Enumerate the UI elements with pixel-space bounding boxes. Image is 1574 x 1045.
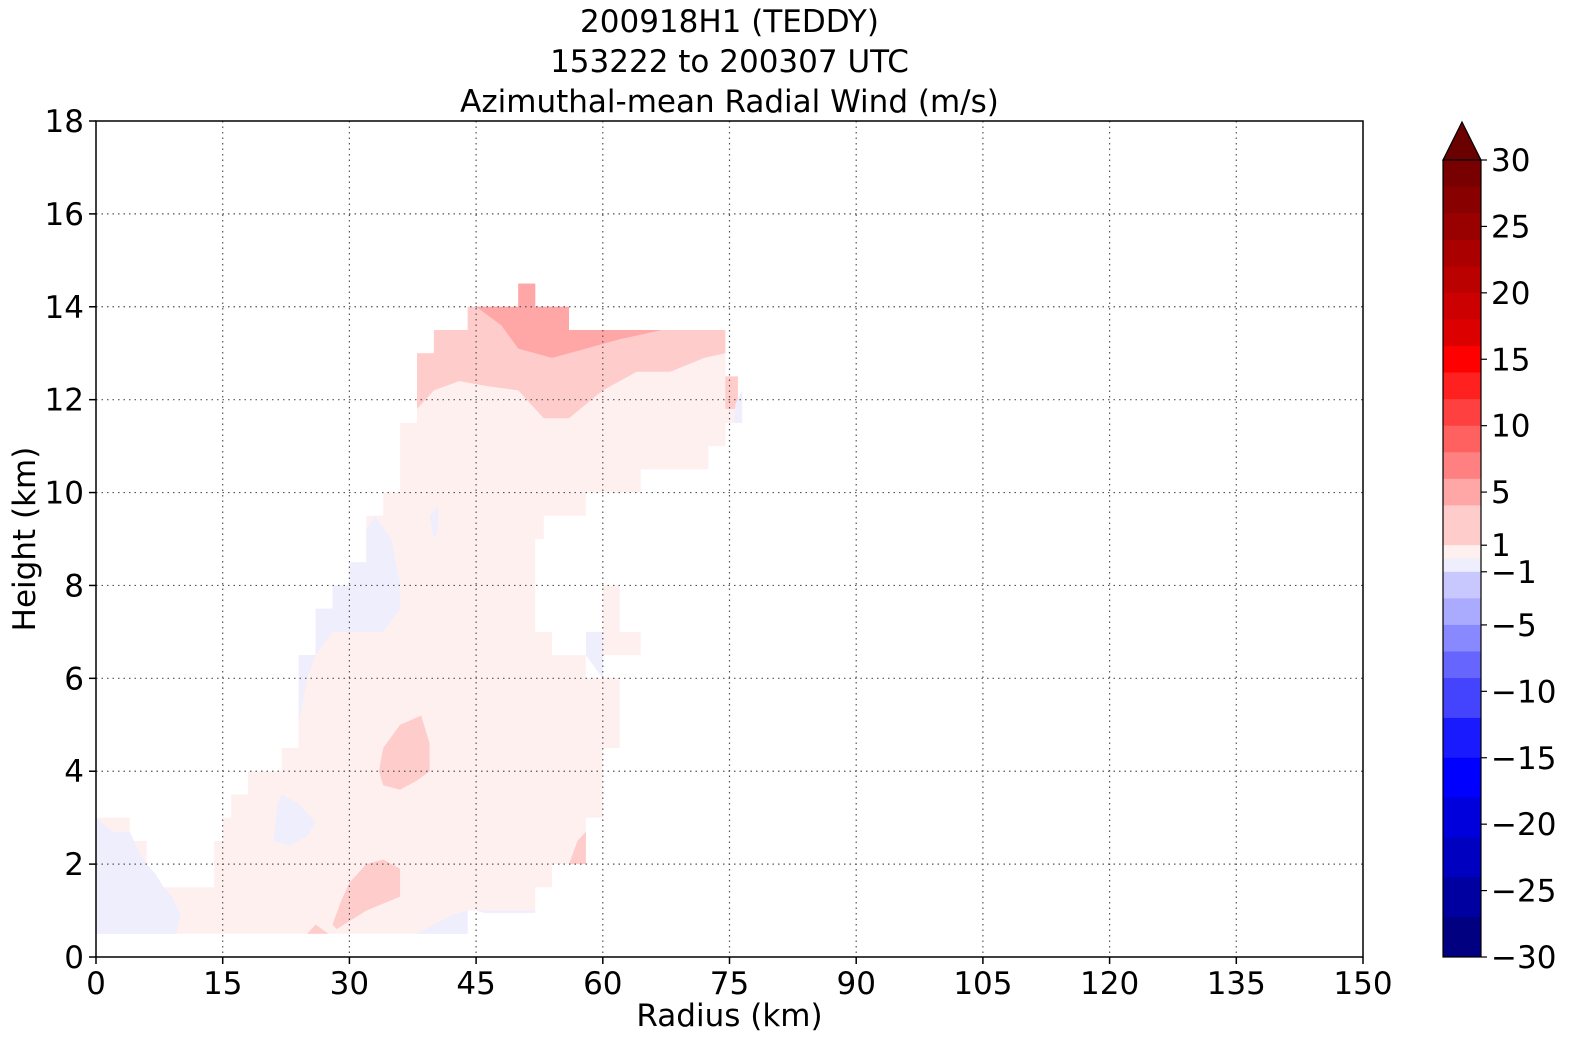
colorbar-band [1443, 797, 1481, 838]
y-tick-label: 14 [45, 290, 84, 326]
region-inflow-surface-50 [476, 910, 536, 913]
region-moderate-outflow-far-right [725, 376, 738, 409]
colorbar-band [1443, 186, 1481, 214]
colorbar-tick-label: 15 [1491, 342, 1530, 378]
colorbar-band [1443, 478, 1481, 506]
chart-title-line-3: Azimuthal-mean Radial Wind (m/s) [460, 84, 999, 120]
region-inflow-surface-45 [417, 910, 468, 934]
region-moderate-outflow-top-spike [518, 283, 536, 307]
x-tick-label: 60 [583, 966, 622, 1002]
colorbar-tick-label: 20 [1491, 276, 1530, 312]
colorbar: 30 25 20 15 10 5 1−1 −5 −10 −15 −20 −25 −30 [1442, 120, 1556, 976]
colorbar-band [1443, 425, 1481, 453]
x-tick-label: 30 [330, 966, 369, 1002]
colorbar-tick-label: −30 [1491, 940, 1556, 976]
x-tick-label: 0 [86, 966, 106, 1002]
colorbar-band [1443, 372, 1481, 400]
y-tick-label: 4 [64, 754, 84, 790]
region-inflow-pocket-low [273, 794, 316, 846]
x-axis-ticks: 0 15 30 45 60 75 90 105 120 135 150 [86, 957, 1393, 1002]
colorbar-tick-label: −1 [1491, 555, 1537, 591]
colorbar-band [1443, 651, 1481, 679]
region-weak-outflow-main [96, 306, 738, 934]
colorbar-band [1443, 545, 1481, 559]
region-inflow-mid-left [298, 515, 401, 725]
region-near-surface-right-sliver [569, 831, 586, 865]
colorbar-band [1443, 571, 1481, 599]
colorbar-band [1443, 877, 1481, 918]
colorbar-tick-label: 10 [1491, 409, 1530, 445]
colorbar-tick-label: 25 [1491, 209, 1530, 245]
colorbar-band [1443, 505, 1481, 546]
colorbar-tick-label: −20 [1491, 807, 1556, 843]
chart-title-line-1: 200918H1 (TEDDY) [580, 4, 879, 40]
colorbar-tick-label: 5 [1491, 475, 1511, 511]
colorbar-tick-label: 1 [1491, 528, 1511, 564]
region-inflow-sliver-59 [585, 631, 603, 679]
plot-regions [96, 283, 743, 934]
region-low-level-tip [307, 924, 329, 934]
region-inflow-boundary-layer [96, 817, 181, 934]
y-tick-label: 16 [45, 197, 84, 233]
colorbar-frame [1442, 159, 1482, 958]
colorbar-band [1443, 757, 1481, 798]
region-inflow-sliver-76 [733, 390, 743, 423]
region-inflow-sliver-40 [429, 506, 439, 539]
x-tick-label: 75 [710, 966, 749, 1002]
chart-title-line-2: 153222 to 200307 UTC [550, 44, 909, 80]
colorbar-band [1443, 239, 1481, 267]
y-tick-label: 6 [64, 661, 84, 697]
colorbar-band [1443, 160, 1481, 187]
y-axis-ticks: 0 2 4 6 8 10 12 14 16 18 [45, 104, 96, 976]
colorbar-band [1443, 266, 1481, 294]
region-moderate-outflow-upper [417, 306, 726, 419]
x-tick-label: 120 [1080, 966, 1139, 1002]
colorbar-band [1443, 399, 1481, 427]
region-weak-outflow-upper-right [602, 585, 641, 656]
x-tick-label: 105 [953, 966, 1012, 1002]
colorbar-band [1443, 319, 1481, 347]
x-tick-label: 15 [203, 966, 242, 1002]
colorbar-extend-arrow [1442, 120, 1482, 161]
colorbar-tick-label: 30 [1491, 143, 1530, 179]
colorbar-tick-label: −5 [1491, 608, 1537, 644]
x-tick-label: 150 [1333, 966, 1392, 1002]
colorbar-tick-label: −15 [1491, 741, 1556, 777]
x-tick-label: 90 [836, 966, 875, 1002]
x-tick-label: 45 [456, 966, 495, 1002]
y-tick-label: 10 [45, 476, 84, 512]
colorbar-band [1443, 624, 1481, 652]
colorbar-band [1443, 292, 1481, 320]
colorbar-tick-label: −25 [1491, 874, 1556, 910]
colorbar-band [1443, 345, 1481, 373]
region-low-level-blob [332, 859, 401, 930]
x-axis-label: Radius (km) [636, 998, 822, 1034]
x-tick-label: 135 [1207, 966, 1266, 1002]
colorbar-band [1443, 452, 1481, 480]
colorbar-band [1443, 717, 1481, 759]
y-tick-label: 12 [45, 383, 84, 419]
y-tick-label: 8 [64, 568, 84, 604]
region-mid-level-blob [379, 715, 430, 790]
plot-grid [96, 121, 1363, 957]
y-tick-label: 0 [64, 940, 84, 976]
y-axis-label: Height (km) [7, 447, 43, 632]
colorbar-band [1443, 678, 1481, 719]
y-tick-label: 18 [45, 104, 84, 140]
y-tick-label: 2 [64, 847, 84, 883]
colorbar-band [1443, 213, 1481, 241]
colorbar-band [1443, 917, 1481, 958]
colorbar-tick-label: −10 [1491, 674, 1556, 710]
colorbar-band [1443, 837, 1481, 878]
colorbar-band [1443, 598, 1481, 626]
colorbar-band [1443, 558, 1481, 573]
